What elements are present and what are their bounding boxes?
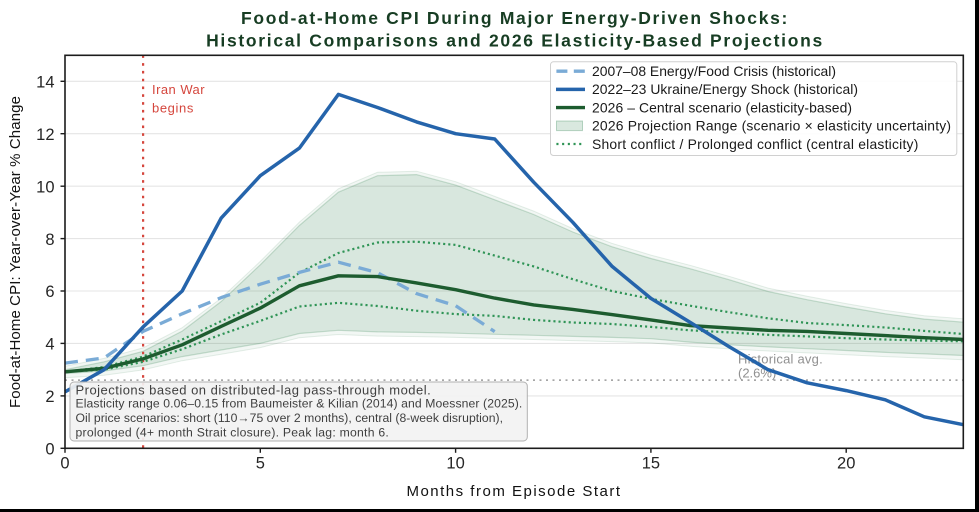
- svg-text:Short conflict / Prolonged con: Short conflict / Prolonged conflict (cen…: [592, 136, 919, 152]
- svg-text:Historical Comparisons and 202: Historical Comparisons and 2026 Elastici…: [206, 31, 824, 51]
- svg-text:(2.6%): (2.6%): [738, 366, 776, 381]
- svg-text:Projections based on distribut: Projections based on distributed-lag pas…: [76, 382, 432, 397]
- svg-text:Food-at-Home CPI: Year-over-Ye: Food-at-Home CPI: Year-over-Year % Chang…: [7, 96, 24, 408]
- svg-text:Elasticity range 0.06–0.15 fro: Elasticity range 0.06–0.15 from Baumeist…: [76, 397, 523, 411]
- svg-text:Food-at-Home CPI During Major: Food-at-Home CPI During Major Energy-Dri…: [241, 8, 789, 28]
- svg-text:5: 5: [256, 455, 265, 473]
- svg-text:2022–23 Ukraine/Energy Shock (: 2022–23 Ukraine/Energy Shock (historical…: [592, 81, 858, 97]
- svg-text:4: 4: [45, 336, 54, 354]
- svg-text:prolonged (4+ month Strait clo: prolonged (4+ month Strait closure). Pea…: [76, 426, 390, 440]
- svg-text:begins: begins: [152, 101, 194, 116]
- svg-text:0: 0: [60, 455, 69, 473]
- svg-text:Iran War: Iran War: [152, 82, 205, 97]
- svg-text:20: 20: [837, 455, 855, 473]
- svg-text:2: 2: [45, 388, 54, 406]
- svg-text:15: 15: [642, 455, 660, 473]
- svg-text:2026 Projection Range (scenari: 2026 Projection Range (scenario × elasti…: [592, 118, 951, 134]
- svg-text:6: 6: [45, 283, 54, 301]
- svg-text:0: 0: [45, 441, 54, 459]
- svg-text:Months from Episode Start: Months from Episode Start: [406, 483, 621, 500]
- svg-text:10: 10: [36, 178, 54, 196]
- svg-text:2026 – Central scenario (elast: 2026 – Central scenario (elasticity-base…: [592, 99, 852, 115]
- svg-text:8: 8: [45, 231, 54, 249]
- svg-text:14: 14: [36, 74, 54, 92]
- svg-text:10: 10: [446, 455, 464, 473]
- svg-text:Oil price scenarios: short (11: Oil price scenarios: short (110→75 over …: [76, 411, 504, 425]
- svg-text:2007–08 Energy/Food Crisis (hi: 2007–08 Energy/Food Crisis (historical): [592, 63, 836, 79]
- svg-text:12: 12: [36, 126, 54, 144]
